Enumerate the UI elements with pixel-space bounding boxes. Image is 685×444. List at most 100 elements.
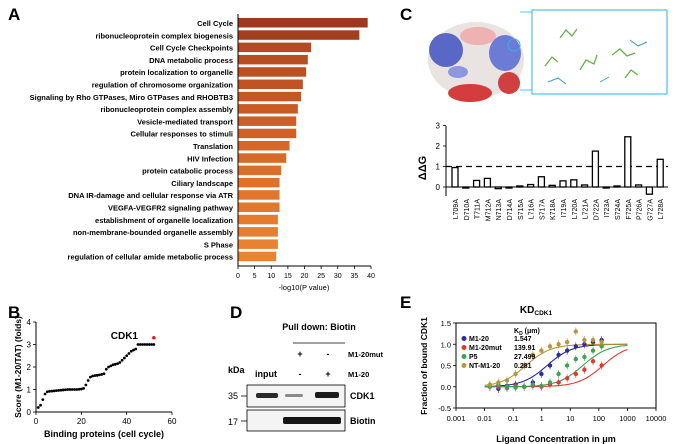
panel-b-point bbox=[57, 389, 61, 392]
panel-b-point bbox=[109, 364, 113, 368]
panel-a-x-tick-label: 30 bbox=[334, 273, 342, 280]
panel-e-point bbox=[573, 371, 579, 377]
panel-c-x-tick-label: T711A bbox=[475, 199, 482, 219]
panel-e-point bbox=[590, 359, 596, 364]
panel-b-point bbox=[64, 388, 67, 392]
panel-b-x-tick-label: 0 bbox=[34, 417, 39, 426]
panel-c-bar bbox=[451, 166, 459, 188]
panel-c-bar bbox=[462, 186, 470, 189]
panel-e-point bbox=[556, 380, 561, 385]
panel-e-point bbox=[522, 384, 527, 389]
panel-c-x-tick-label: S724A bbox=[615, 199, 622, 220]
panel-b-point bbox=[152, 343, 156, 346]
panel-b-point bbox=[89, 375, 92, 379]
panel-b-point bbox=[50, 389, 54, 393]
panel-b-point bbox=[84, 383, 88, 387]
panel-e-title-main: KD bbox=[520, 305, 534, 316]
panel-a-category-label: DNA metabolic process bbox=[149, 56, 233, 65]
panel-c-x-tick-label: D714A bbox=[507, 199, 514, 221]
panel-e-point bbox=[556, 371, 561, 377]
panel-a-bar bbox=[238, 79, 303, 89]
panel-b-cdk1-point bbox=[152, 335, 156, 340]
panel-c-x-tick-label: I719A bbox=[561, 199, 568, 218]
row1-mark-2: - bbox=[327, 349, 330, 359]
panel-b-point bbox=[116, 362, 119, 366]
panel-b-y-tick-label: 0 bbox=[27, 408, 32, 417]
panel-a-category-label: non-membrane-bounded organelle assembly bbox=[73, 228, 234, 237]
panel-b-point bbox=[123, 356, 126, 360]
panel-c-y-tick-label: 2 bbox=[436, 142, 441, 151]
panel-c-x-tick-label: G727A bbox=[647, 199, 654, 221]
panel-a-category-label: establishment of organelle localization bbox=[95, 216, 233, 225]
panel-e-fit-curve bbox=[484, 343, 628, 386]
panel-a-category-label: protein localization to organelle bbox=[120, 68, 233, 77]
panel-a-bar bbox=[238, 141, 290, 151]
panel-e-x-tick-label: 0.001 bbox=[447, 414, 466, 423]
panel-b-point bbox=[111, 363, 115, 367]
panel-a-bar bbox=[238, 214, 278, 225]
panel-b-point bbox=[102, 372, 106, 376]
panel-c-bar bbox=[634, 184, 643, 188]
panel-e-x-tick-label: 0.1 bbox=[508, 414, 518, 423]
panel-c-x-tick-label: D722A bbox=[593, 199, 600, 221]
panel-e-point bbox=[556, 342, 561, 347]
panel-b-point bbox=[125, 354, 129, 358]
panel-b-point bbox=[66, 388, 70, 391]
panel-e-x-axis-label: Ligand Concentration in μm bbox=[496, 434, 616, 444]
panel-e-title: KDCDK1 bbox=[520, 305, 553, 317]
panel-a-category-label: S Phase bbox=[204, 240, 233, 249]
panel-c-x-tick-label: I723A bbox=[604, 199, 611, 218]
panel-c-bar bbox=[526, 183, 535, 188]
panel-e-point bbox=[522, 363, 527, 368]
panel-a-bar bbox=[238, 153, 287, 163]
panel-e-point bbox=[547, 363, 553, 368]
panel-e-binding-curves: KDCDK1 0.001 0.01 0.1 1 10 100 1000 10000-0.50.… bbox=[419, 305, 666, 444]
panel-c-bar bbox=[559, 180, 567, 188]
panel-c-x-tick-label: L720A bbox=[572, 199, 579, 220]
panel-c-bar bbox=[483, 177, 492, 188]
binding-site-zoom-image bbox=[531, 9, 668, 95]
pulldown-header: Pull down: Biotin bbox=[282, 322, 356, 332]
panel-c-bar bbox=[591, 150, 600, 188]
panel-b-point bbox=[129, 349, 133, 353]
panel-b-x-tick-label: 20 bbox=[77, 417, 86, 426]
panel-a-bar bbox=[238, 128, 297, 139]
panel-c-bar bbox=[645, 186, 654, 195]
panel-a-category-label: protein catabolic process bbox=[142, 167, 233, 176]
panel-label-d: D bbox=[230, 303, 242, 322]
panel-e-legend-header-k: K bbox=[514, 328, 519, 335]
panel-b-point bbox=[104, 367, 108, 371]
panel-a-category-label: ribonucleoprotein complex biogenesis bbox=[95, 31, 233, 40]
panel-a-category-label: regulation of cellular amide metabolic p… bbox=[68, 253, 233, 262]
panel-e-point bbox=[599, 363, 604, 368]
panel-b-point bbox=[48, 389, 51, 393]
panel-a-x-axis-label: -log10(P value) bbox=[279, 283, 330, 292]
panel-a-bar bbox=[238, 91, 302, 102]
panel-a-category-label: HIV Infection bbox=[187, 154, 233, 163]
panel-b-point bbox=[68, 388, 72, 391]
panel-b-point bbox=[113, 362, 117, 366]
panel-a-x-tick-label: 25 bbox=[317, 273, 325, 280]
panel-b-point bbox=[138, 343, 142, 346]
panel-e-point bbox=[487, 382, 493, 387]
panel-e-y-tick-label: 0.5 bbox=[441, 362, 451, 371]
panel-e-y-tick-label: 0.0 bbox=[441, 383, 451, 392]
panel-c-x-tick-label: S715A bbox=[518, 199, 525, 220]
panel-c-x-tick-label: L716A bbox=[529, 199, 536, 220]
panel-e-point bbox=[565, 348, 570, 353]
panel-b-point bbox=[136, 343, 140, 346]
panel-e-legend-marker bbox=[461, 354, 467, 359]
panel-a-category-label: regulation of chromosome organization bbox=[92, 81, 234, 90]
panel-c-x-tick-label: L721A bbox=[583, 199, 590, 220]
panel-b-x-tick-label: 40 bbox=[122, 417, 131, 426]
panel-a-category-label: Ciliary landscape bbox=[171, 179, 233, 188]
panel-c-y-axis-label: ΔΔG bbox=[417, 156, 429, 180]
panel-c-x-tick-label: F725A bbox=[626, 199, 633, 220]
panel-a-category-label: Vesicle-mediated transport bbox=[137, 117, 233, 126]
panel-a-bar bbox=[238, 251, 277, 262]
row2-mark-2: + bbox=[325, 369, 330, 379]
panel-e-point bbox=[539, 371, 544, 377]
panel-e-legend-name: M1-20mut bbox=[469, 345, 502, 352]
panel-label-e: E bbox=[400, 293, 411, 312]
panel-e-point bbox=[582, 342, 587, 347]
